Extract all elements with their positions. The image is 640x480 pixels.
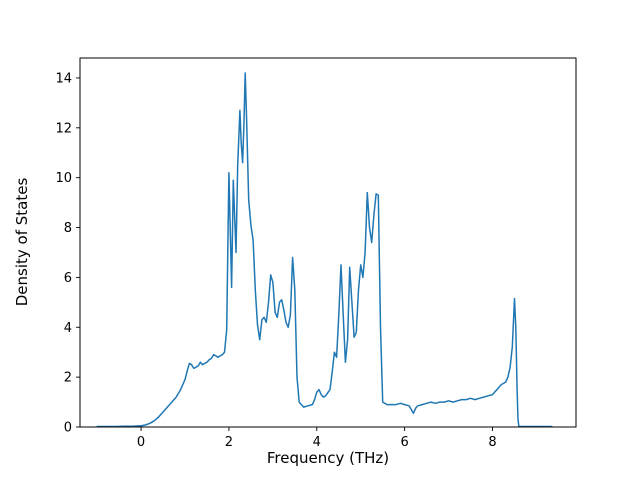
axes-frame	[79, 57, 577, 428]
y-tick-label: 2	[64, 371, 72, 386]
y-tick-label: 0	[64, 421, 72, 436]
x-tick-label: 6	[401, 435, 409, 450]
y-tick-label: 10	[55, 171, 72, 186]
y-tick-label: 8	[64, 221, 72, 236]
dos-line-series	[96, 72, 553, 428]
y-tick-label: 14	[55, 71, 72, 86]
y-tick-label: 4	[64, 321, 72, 336]
axis-labels: Frequency (THz) Density of States	[13, 178, 389, 467]
y-axis-label: Density of States	[13, 178, 31, 307]
y-tick-label: 12	[55, 121, 72, 136]
x-tick-label: 4	[313, 435, 321, 450]
x-tick-label: 2	[225, 435, 233, 450]
y-tick-label: 6	[64, 271, 72, 286]
x-axis-label: Frequency (THz)	[267, 449, 389, 467]
x-tick-label: 8	[488, 435, 496, 450]
x-tick-label: 0	[137, 435, 145, 450]
